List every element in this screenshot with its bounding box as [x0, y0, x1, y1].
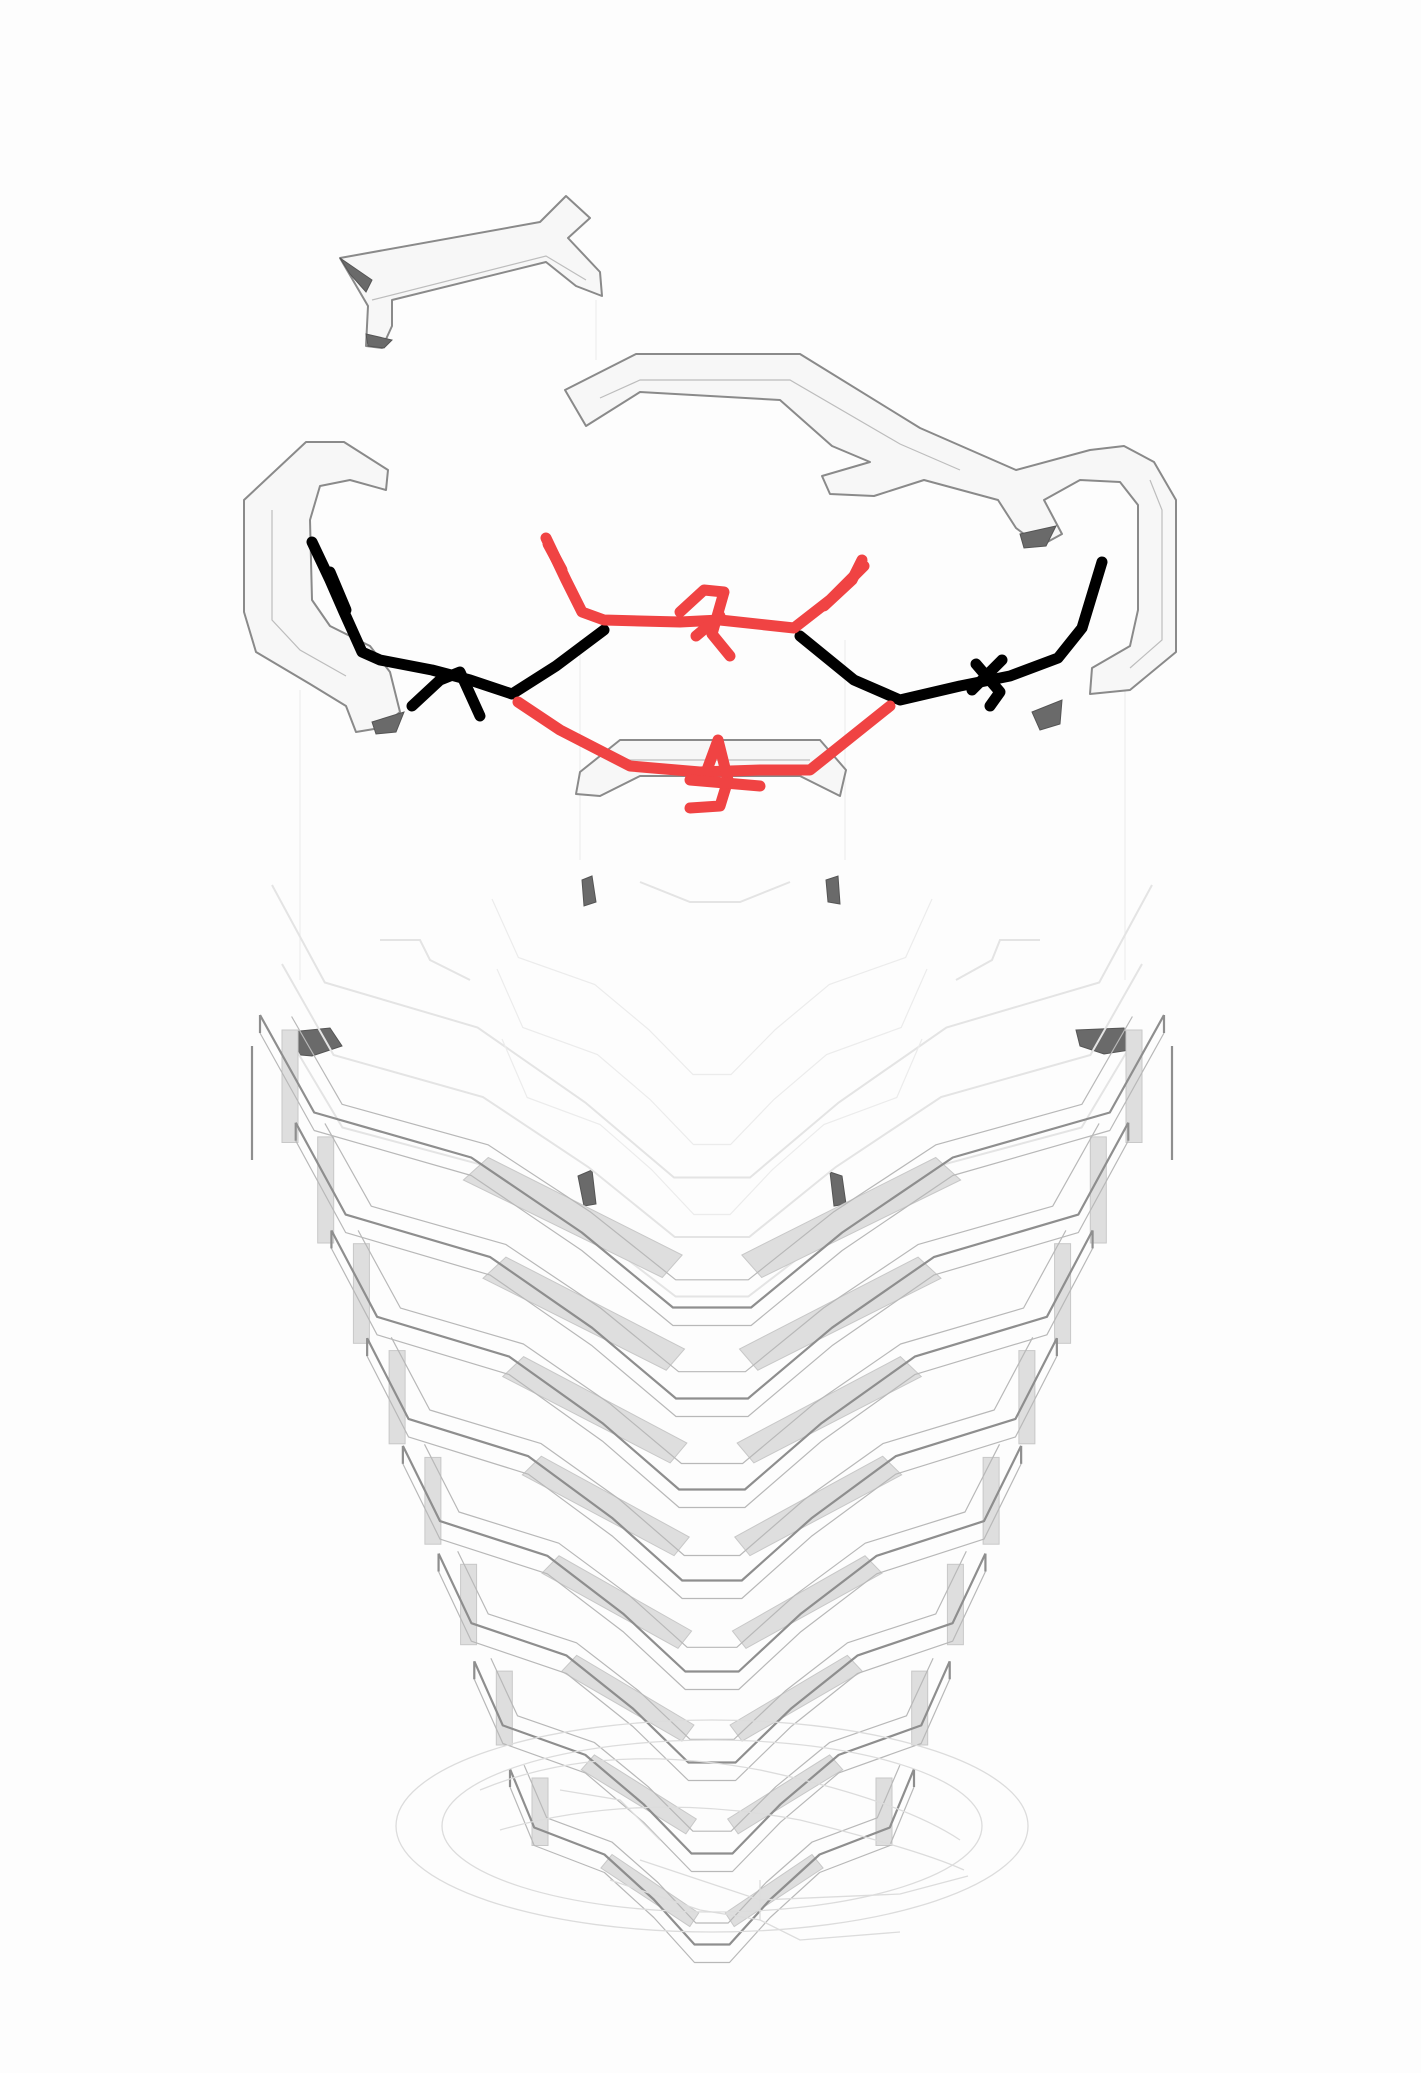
ring-outer-edge: [508, 1768, 916, 1946]
column-left: [352, 1243, 370, 1344]
ghost-ring-outline: [281, 963, 1143, 1238]
ring-inner-edge: [457, 1550, 967, 1740]
top-level-sides: [250, 1046, 1174, 1160]
column-right: [1089, 1136, 1107, 1244]
ring-inner-edge: [324, 1123, 1100, 1373]
ring-outer-edge: [473, 1660, 951, 1855]
upper-left-piece: [243, 441, 405, 735]
ring-outer-edge: [401, 1445, 1023, 1673]
ring-outer-edge: [259, 1014, 1165, 1309]
red-annotation: [512, 532, 896, 814]
ghost-ring-inner: [491, 898, 933, 1076]
base-footprint: [395, 1719, 1029, 1941]
column-right: [982, 1456, 1000, 1545]
ring-inner-edge: [291, 1016, 1133, 1281]
ring-inner-edge: [423, 1444, 1001, 1648]
level-ring: [437, 1550, 987, 1782]
ghost-ring-inner: [501, 1038, 923, 1216]
ring-inner-edge: [490, 1657, 934, 1832]
ring-lower-edge: [259, 1032, 1165, 1327]
ring-lower-edge: [295, 1140, 1129, 1418]
ring-outer-edge: [294, 1122, 1130, 1400]
column-left: [424, 1456, 442, 1545]
ring-inner-edge: [390, 1337, 1034, 1557]
ring-inner-edge: [523, 1764, 901, 1924]
ring-outer-edge: [366, 1337, 1058, 1582]
ring-inner-edge: [357, 1230, 1067, 1465]
top-y-piece: [339, 195, 603, 349]
ghost-right-hook: [955, 939, 1040, 981]
column-right: [1054, 1243, 1072, 1344]
ring-lower-edge: [330, 1248, 1094, 1509]
ghost-ring-inner: [496, 968, 928, 1146]
level-ring: [508, 1764, 916, 1964]
ring-lower-edge: [438, 1571, 986, 1782]
level-ring: [258, 1014, 1166, 1327]
ring-outer-edge: [330, 1229, 1094, 1491]
connector-nubs: [289, 875, 1131, 1207]
level-ring: [294, 1122, 1130, 1418]
ghost-ring-outline: [291, 1042, 1133, 1298]
level-ring: [366, 1337, 1058, 1600]
ghost-top-arc: [639, 881, 791, 903]
black-annotation: [306, 536, 1108, 722]
column-left: [317, 1136, 335, 1244]
ring-lower-edge: [509, 1786, 915, 1964]
level-ring: [473, 1657, 951, 1873]
ghost-ring-outline: [271, 884, 1153, 1179]
ring-lower-edge: [402, 1463, 1022, 1691]
ghost-left-hook: [380, 939, 471, 981]
upper-right-piece: [564, 353, 1177, 731]
ring-lower-edge: [366, 1355, 1058, 1600]
ghost-upper-rings: [271, 881, 1153, 1298]
level-ring: [401, 1444, 1023, 1691]
level-ring: [330, 1229, 1094, 1509]
stacked-levels: [250, 1014, 1174, 1964]
